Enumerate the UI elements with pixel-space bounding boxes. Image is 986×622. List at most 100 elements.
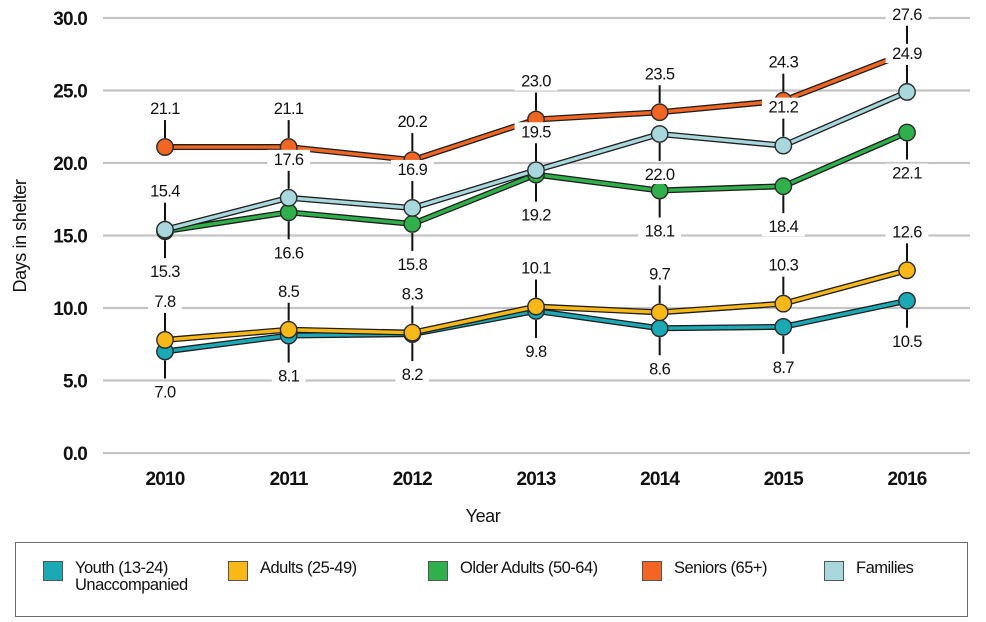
data-label-seniors: 21.1: [274, 100, 304, 118]
x-tick-label: 2013: [516, 469, 555, 490]
data-label-adults: 7.8: [154, 293, 176, 311]
data-point-adults: [898, 261, 916, 280]
data-label-seniors: 21.1: [150, 100, 180, 118]
x-tick-label: 2016: [887, 469, 926, 490]
data-label-youth: 8.7: [773, 359, 795, 377]
data-label-older: 18.4: [768, 218, 798, 236]
label-bg: [390, 112, 434, 132]
label-bg: [148, 291, 182, 311]
label-bg: [638, 221, 682, 241]
data-point-older: [403, 214, 422, 233]
data-labels: 7.0 8.1 8.2 9.8 8.6 8.7 10.5 7.8 8.5 8.3 10.1 9.7 10…: [143, 4, 929, 402]
label-bg: [148, 382, 182, 402]
label-bg: [638, 165, 682, 184]
data-label-youth: 10.5: [892, 333, 922, 351]
data-point-families: [156, 220, 174, 239]
legend-label-seniors: Seniors (65+): [674, 559, 768, 577]
data-label-youth: 9.8: [525, 343, 547, 361]
data-point-adults: [279, 320, 298, 339]
x-tick-label: 2015: [764, 469, 804, 490]
data-label-seniors: 20.2: [397, 113, 427, 131]
y-tick-label: 15.0: [53, 227, 87, 248]
data-label-older: 16.6: [274, 244, 304, 262]
label-bg: [143, 99, 187, 119]
label-bg: [514, 258, 558, 278]
data-point-families: [650, 125, 669, 143]
data-label-families: 15.4: [150, 183, 180, 201]
legend-label-youth: Youth (13-24) Unaccompanied: [75, 559, 188, 594]
label-bg: [271, 366, 306, 386]
data-point-families: [898, 83, 916, 101]
x-tick-label: 2012: [393, 469, 432, 490]
data-point-families: [774, 136, 793, 155]
data-point-families: [279, 188, 298, 207]
x-axis-ticks: 2010 2011 2012 2013 2014 2015 2016: [145, 469, 927, 490]
label-bg: [885, 163, 929, 183]
label-bg: [143, 181, 187, 201]
data-label-adults: 10.1: [521, 260, 551, 278]
label-bg: [761, 97, 805, 117]
label-bg: [267, 149, 311, 169]
data-point-families: [403, 199, 422, 217]
data-point-families: [527, 161, 545, 180]
data-point-youth: [650, 319, 669, 338]
data-label-older: 22.1: [892, 165, 922, 183]
legend-label-older-adults: Older Adults (50-64): [460, 559, 598, 577]
series-lines: [156, 43, 916, 361]
label-bg: [885, 43, 929, 63]
data-point-seniors: [156, 138, 174, 156]
label-bg: [143, 262, 187, 282]
label-bg: [514, 205, 558, 225]
label-bg: [638, 64, 682, 84]
y-axis-title: Days in shelter: [10, 179, 30, 292]
label-bg: [267, 99, 311, 119]
label-bg: [885, 4, 929, 24]
y-tick-label: 25.0: [53, 82, 87, 103]
legend-swatch-youth: [43, 561, 63, 581]
label-bg: [761, 255, 805, 275]
label-bg: [267, 243, 311, 263]
data-label-youth: 8.1: [278, 368, 300, 386]
label-bg: [390, 254, 434, 274]
y-tick-label: 30.0: [53, 9, 87, 30]
data-label-older: 19.2: [521, 207, 551, 225]
data-label-youth: 8.6: [649, 360, 671, 378]
label-bg: [514, 122, 558, 142]
x-axis-title: Year: [466, 506, 501, 526]
data-label-seniors: 27.6: [892, 6, 922, 24]
label-bg: [885, 331, 929, 351]
legend-swatch-older-adults: [428, 561, 448, 581]
label-bg: [766, 357, 801, 377]
data-label-families: 21.2: [768, 99, 798, 117]
label-bg: [519, 341, 553, 361]
data-label-seniors: 23.0: [521, 73, 551, 91]
data-point-adults: [650, 303, 669, 322]
data-point-older: [774, 177, 793, 196]
data-label-families: 17.6: [274, 151, 304, 169]
legend-item-youth: Youth (13-24) Unaccompanied: [43, 560, 188, 594]
y-tick-label: 5.0: [63, 372, 87, 393]
line-chart: 0.05.010.015.020.025.030.0 2010 2011 2012 2…: [10, 4, 970, 526]
data-label-youth: 8.2: [402, 366, 424, 384]
data-point-seniors: [650, 103, 669, 122]
y-tick-label: 20.0: [53, 154, 87, 175]
data-label-older: 15.3: [150, 263, 180, 281]
x-tick-label: 2011: [270, 469, 309, 490]
x-tick-label: 2014: [640, 469, 680, 490]
legend-item-families: Families: [824, 560, 914, 581]
data-label-adults: 10.3: [768, 257, 798, 275]
legend-item-older-adults: Older Adults (50-64): [428, 560, 598, 581]
data-label-adults: 12.6: [892, 223, 922, 241]
legend-swatch-families: [824, 561, 844, 581]
data-label-families: 16.9: [397, 161, 427, 179]
data-point-youth: [774, 317, 793, 336]
data-point-adults: [156, 330, 174, 349]
label-bg: [271, 281, 306, 301]
data-label-seniors: 23.5: [645, 65, 675, 83]
legend-swatch-adults: [228, 561, 248, 581]
legend: Youth (13-24) Unaccompanied Adults (25-4…: [15, 542, 968, 617]
y-axis-ticks: 0.0 5.0 10.0 15.0 20.0 25.0 30.0: [53, 9, 88, 465]
data-label-older: 15.8: [397, 256, 427, 274]
data-label-youth: 7.0: [154, 384, 176, 402]
data-point-adults: [403, 323, 422, 342]
